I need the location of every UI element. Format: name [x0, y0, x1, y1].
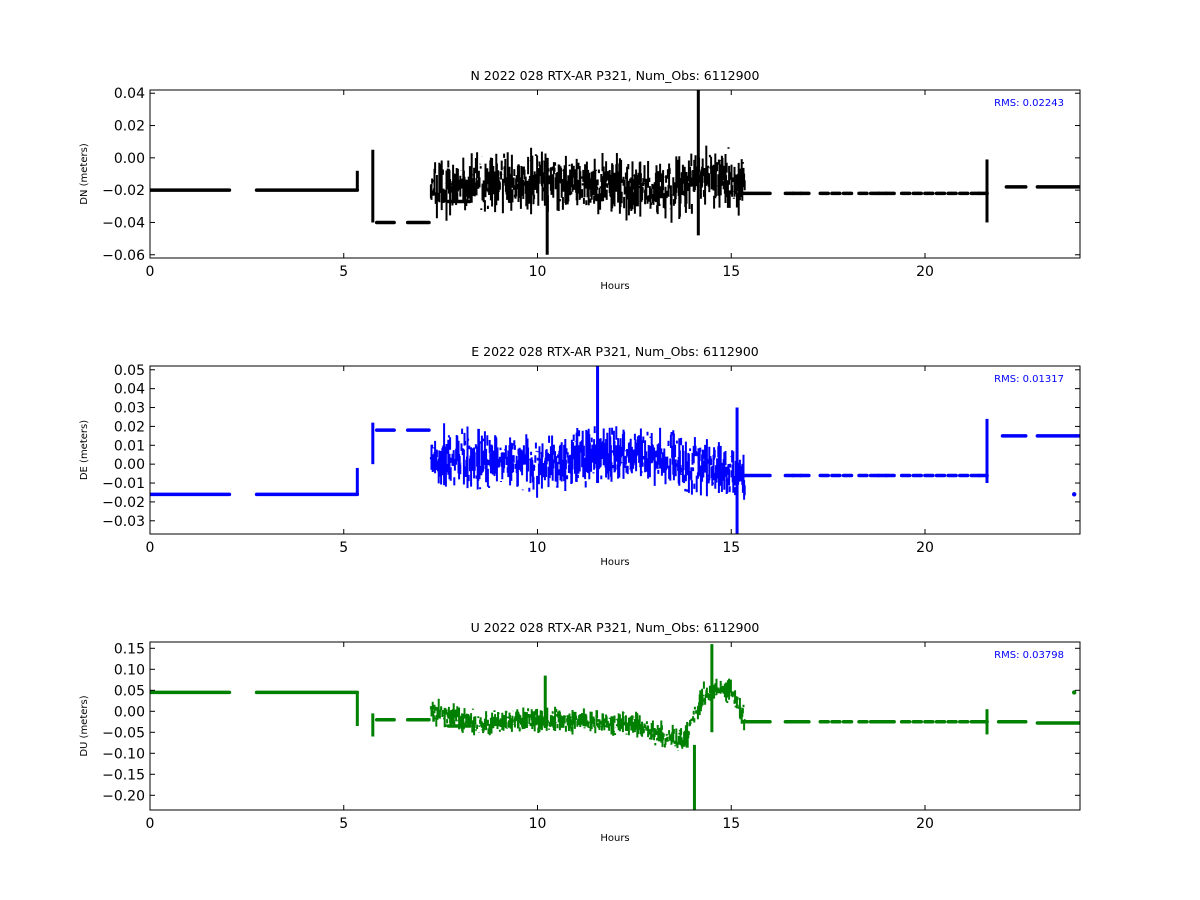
y-tick-label: −0.20 — [102, 788, 145, 804]
y-tick-label: 0.15 — [114, 641, 145, 657]
x-axis-label: Hours — [600, 281, 629, 292]
y-tick-label: 0.00 — [114, 457, 145, 473]
x-tick-label: 20 — [916, 540, 934, 556]
axes-frame — [149, 365, 1081, 535]
y-axis-label: DN (meters) — [79, 143, 90, 205]
y-tick-label: 0.00 — [114, 151, 145, 167]
x-tick-label: 10 — [529, 816, 547, 832]
x-tick-label: 5 — [339, 264, 348, 280]
x-tick-label: 0 — [146, 264, 155, 280]
y-tick-label: −0.05 — [102, 725, 145, 741]
end-dot — [1071, 690, 1077, 695]
y-tick-label: 0.01 — [114, 438, 145, 454]
y-tick-label: 0.04 — [114, 86, 145, 102]
y-axis-label: DE (meters) — [79, 420, 90, 480]
y-tick-label: 0.10 — [114, 662, 145, 678]
series-noise — [429, 145, 746, 223]
subplot-title: U 2022 028 RTX-AR P321, Num_Obs: 6112900 — [471, 620, 760, 635]
x-tick-label: 20 — [916, 816, 934, 832]
y-tick-label: 0.04 — [114, 382, 145, 398]
rms-annotation: RMS: 0.03798 — [994, 650, 1064, 661]
y-tick-label: 0.03 — [114, 401, 145, 417]
y-tick-label: −0.02 — [102, 183, 145, 199]
y-tick-label: −0.04 — [102, 215, 145, 231]
x-tick-label: 10 — [529, 264, 547, 280]
y-tick-label: −0.02 — [102, 495, 145, 511]
x-tick-label: 15 — [722, 816, 740, 832]
x-axis-label: Hours — [600, 557, 629, 568]
y-axis-label: DU (meters) — [79, 695, 90, 756]
x-tick-label: 5 — [339, 540, 348, 556]
y-tick-label: −0.03 — [102, 514, 145, 530]
x-tick-label: 0 — [146, 540, 155, 556]
rms-annotation: RMS: 0.02243 — [994, 98, 1064, 109]
plot-area — [150, 90, 1080, 255]
rms-annotation: RMS: 0.01317 — [994, 374, 1064, 385]
x-tick-label: 15 — [722, 540, 740, 556]
y-tick-label: −0.06 — [102, 248, 145, 264]
subplot-1: 0 5 10 15 20 −0.06 −0.04 −0.02 0.00 0.02 0.04 N 202… — [79, 68, 1081, 292]
y-tick-label: 0.00 — [114, 704, 145, 720]
y-tick-label: 0.02 — [114, 119, 145, 135]
axes-frame — [149, 641, 1081, 811]
x-tick-label: 5 — [339, 816, 348, 832]
subplot-3: 0 5 10 15 20 −0.20 −0.15 −0.10 −0.05 0.00 0.05 0.10… — [79, 620, 1081, 844]
x-tick-label: 15 — [722, 264, 740, 280]
axes-frame — [149, 89, 1081, 259]
y-tick-label: 0.05 — [114, 363, 145, 379]
y-tick-label: 0.02 — [114, 419, 145, 435]
plot-area — [150, 644, 1080, 810]
y-tick-label: −0.15 — [102, 767, 145, 783]
subplot-title: N 2022 028 RTX-AR P321, Num_Obs: 6112900 — [471, 68, 760, 83]
x-tick-label: 20 — [916, 264, 934, 280]
x-axis-label: Hours — [600, 833, 629, 844]
plot-area — [150, 366, 1080, 534]
y-tick-label: −0.01 — [102, 476, 145, 492]
y-tick-label: −0.10 — [102, 746, 145, 762]
series-noise — [429, 423, 746, 500]
series-noise — [429, 678, 746, 751]
x-tick-label: 0 — [146, 816, 155, 832]
subplot-2: 0 5 10 15 20 −0.03 −0.02 −0.01 0.00 0.01 0.02 0.03 0… — [79, 344, 1081, 568]
end-dot — [1071, 492, 1077, 497]
y-tick-label: 0.05 — [114, 683, 145, 699]
subplot-title: E 2022 028 RTX-AR P321, Num_Obs: 6112900 — [471, 344, 759, 359]
x-tick-label: 10 — [529, 540, 547, 556]
